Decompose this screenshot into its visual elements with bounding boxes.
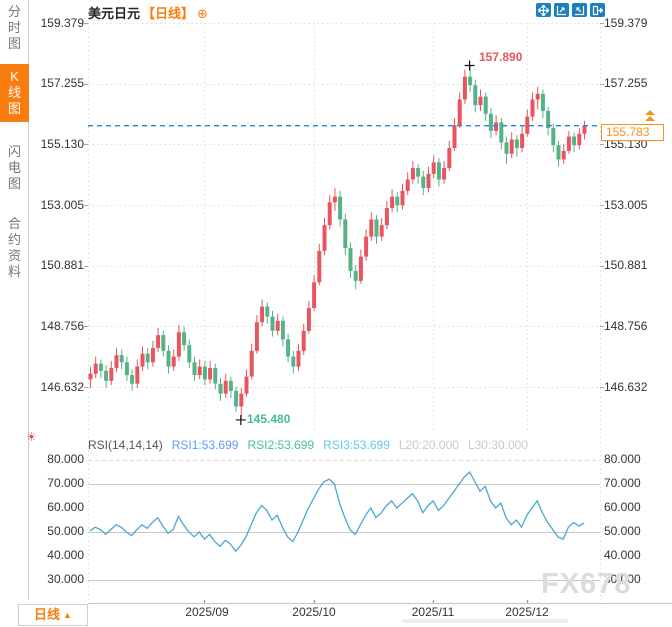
horizontal-scrollbar[interactable]	[402, 619, 568, 623]
rsi2-value: RSI2:53.699	[247, 438, 315, 452]
period-dropdown-button[interactable]: 日线 ▲	[18, 604, 88, 626]
price-tick: 150.881	[40, 258, 84, 272]
rsi-tick: 30.000	[47, 572, 84, 586]
price-tick: 159.379	[40, 16, 84, 30]
price-tick: 159.379	[604, 16, 648, 30]
rsi-l30-value: L30:30.000	[467, 438, 528, 452]
rsi-tick: 50.000	[47, 524, 84, 538]
date-tick: 2025/11	[411, 605, 455, 619]
fit-axis-left-icon[interactable]	[554, 3, 569, 17]
price-tick: 155.130	[40, 137, 84, 151]
low-price-label: 145.480	[247, 412, 291, 426]
price-tick: 148.756	[604, 319, 648, 333]
date-tick: 2025/09	[185, 605, 229, 619]
chart-title: 美元日元 【日线】 ⊕	[88, 3, 208, 22]
sidebar-item-label: 闪电图	[7, 144, 21, 191]
rsi-tick: 60.000	[47, 500, 84, 514]
move-icon[interactable]	[536, 3, 551, 17]
date-tick: 2025/10	[292, 605, 336, 619]
price-tick: 153.005	[40, 198, 84, 212]
exit-fullscreen-icon[interactable]	[590, 3, 605, 17]
symbol-name: 美元日元	[88, 6, 141, 21]
price-up-arrow-icon	[645, 116, 655, 121]
rsi-header: RSI(14,14,14) RSI1:53.699 RSI2:53.699 RSI3:…	[88, 438, 537, 452]
sidebar-item-lightning[interactable]: 闪电图	[0, 144, 29, 192]
sidebar-item-label: 分时图	[7, 4, 21, 51]
price-tick: 153.005	[604, 198, 648, 212]
rsi-title[interactable]: RSI(14,14,14)	[88, 438, 163, 452]
sidebar: 分时图 K线图 闪电图 合约资料	[0, 0, 29, 600]
sidebar-item-contract-info[interactable]: 合约资料	[0, 216, 29, 280]
high-price-label: 157.890	[479, 50, 523, 64]
sidebar-item-timeshare[interactable]: 分时图	[0, 4, 29, 52]
price-tick: 157.255	[40, 76, 84, 90]
date-tick: 2025/12	[505, 605, 549, 619]
rsi-tick: 60.000	[604, 500, 641, 514]
chart-toolbar	[536, 3, 605, 17]
price-tick: 157.255	[604, 76, 648, 90]
rsi-tick: 80.000	[604, 452, 641, 466]
sidebar-item-label: 合约资料	[7, 216, 21, 279]
rsi-l20-value: L20:20.000	[398, 438, 459, 452]
rsi-tick: 70.000	[604, 476, 641, 490]
price-tick: 146.632	[40, 380, 84, 394]
sidebar-item-label: K线图	[7, 69, 21, 116]
price-tick: 150.881	[604, 258, 648, 272]
period-tag: 【日线】	[142, 6, 195, 21]
sidebar-item-kline[interactable]: K线图	[0, 64, 29, 122]
rsi1-value: RSI1:53.699	[171, 438, 239, 452]
chevron-up-icon: ▲	[63, 610, 72, 620]
period-dropdown-label: 日线	[34, 607, 61, 622]
rsi-tick: 40.000	[604, 548, 641, 562]
rsi-tick: 50.000	[604, 524, 641, 538]
fit-axis-right-icon[interactable]	[572, 3, 587, 17]
add-indicator-icon[interactable]: ⊕	[197, 6, 208, 21]
rsi-tick: 80.000	[47, 452, 84, 466]
watermark: FX678	[541, 568, 632, 600]
rsi-tick: 30.000	[604, 572, 641, 586]
price-tick: 148.756	[40, 319, 84, 333]
rsi-tick: 70.000	[47, 476, 84, 490]
price-up-arrow-icon	[645, 110, 655, 115]
hot-indicator-icon: ☀	[26, 430, 37, 444]
rsi-tick: 40.000	[47, 548, 84, 562]
price-tick: 146.632	[604, 380, 648, 394]
rsi3-value: RSI3:53.699	[323, 438, 390, 452]
current-price-badge: 155.783	[601, 124, 664, 141]
